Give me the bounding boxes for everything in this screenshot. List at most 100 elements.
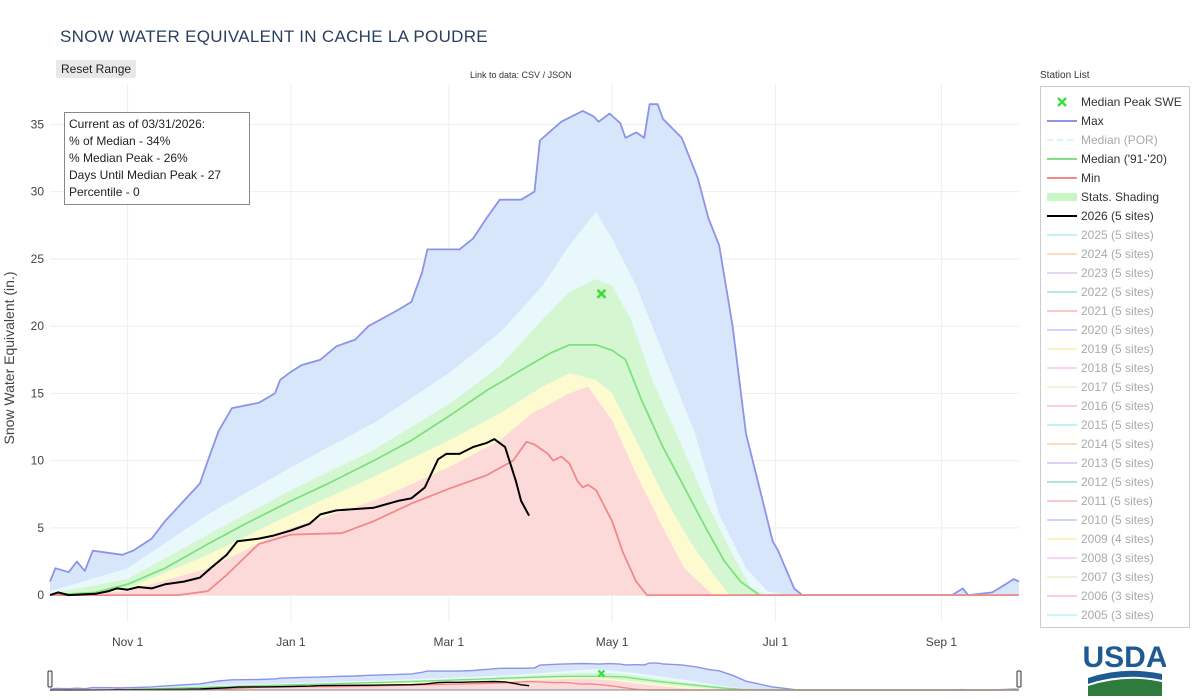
y-tick-label: 35 (31, 117, 45, 131)
legend-item[interactable]: 2015 (5 sites) (1041, 416, 1191, 435)
legend-symbol (1047, 367, 1077, 369)
legend-label: 2013 (5 sites) (1081, 456, 1154, 470)
legend-symbol (1047, 519, 1077, 521)
legend-item[interactable]: 2024 (5 sites) (1041, 245, 1191, 264)
range-slider-line (49, 662, 1020, 691)
legend-label: 2026 (5 sites) (1081, 209, 1154, 223)
legend-symbol (1047, 443, 1077, 445)
x-tick-label: Mar 1 (433, 635, 464, 649)
legend-item[interactable]: 2020 (5 sites) (1041, 321, 1191, 340)
legend-item[interactable]: 2007 (3 sites) (1041, 568, 1191, 587)
legend-item[interactable]: 2012 (5 sites) (1041, 473, 1191, 492)
range-slider-peak-marker (597, 669, 606, 678)
legend-symbol (1047, 215, 1077, 217)
shading-band-band_red (50, 386, 1019, 596)
legend-label: 2015 (5 sites) (1081, 418, 1154, 432)
y-tick-label: 25 (31, 252, 45, 266)
legend-item[interactable]: Max (1041, 112, 1191, 131)
legend-label: 2021 (5 sites) (1081, 304, 1154, 318)
reset-range-button[interactable]: Reset Range (56, 60, 137, 78)
legend-label: 2011 (5 sites) (1081, 494, 1153, 508)
legend-label: 2019 (5 sites) (1081, 342, 1154, 356)
legend-symbol (1047, 557, 1077, 559)
legend-item[interactable]: 2006 (3 sites) (1041, 587, 1191, 606)
legend-label: 2014 (5 sites) (1081, 437, 1154, 451)
legend-symbol (1047, 193, 1077, 201)
y-tick-label: 10 (31, 454, 45, 468)
legend-item[interactable]: 2013 (5 sites) (1041, 454, 1191, 473)
legend-item[interactable]: Median Peak SWE (1041, 93, 1191, 112)
y-tick-label: 15 (31, 386, 45, 400)
x-tick-label: Jan 1 (276, 635, 306, 649)
legend-item[interactable]: 2016 (5 sites) (1041, 397, 1191, 416)
legend-symbol (1047, 139, 1077, 141)
legend-symbol (1047, 424, 1077, 426)
legend-item[interactable]: 2021 (5 sites) (1041, 302, 1191, 321)
series-line-min (50, 440, 1019, 596)
legend-item[interactable]: 2014 (5 sites) (1041, 435, 1191, 454)
legend-label: 2016 (5 sites) (1081, 399, 1154, 413)
legend-item[interactable]: 2019 (5 sites) (1041, 340, 1191, 359)
legend-item[interactable]: 2005 (3 sites) (1041, 606, 1191, 625)
legend-symbol (1047, 538, 1077, 540)
legend-item[interactable]: Median (POR) (1041, 131, 1191, 150)
legend-symbol (1047, 120, 1077, 122)
legend-label: 2012 (5 sites) (1081, 475, 1154, 489)
range-slider-handle[interactable] (47, 670, 53, 688)
legend-item[interactable]: 2009 (4 sites) (1041, 530, 1191, 549)
legend-label: Median ('91-'20) (1081, 152, 1167, 166)
x-tick-label: Nov 1 (112, 635, 144, 649)
legend-label: Min (1081, 171, 1101, 185)
y-tick-label: 0 (37, 588, 44, 602)
legend-label: 2007 (3 sites) (1081, 570, 1154, 584)
x-tick-label: Jul 1 (763, 635, 789, 649)
x-tick-label: Sep 1 (926, 635, 958, 649)
data-link: Link to data: CSV / JSON (470, 70, 572, 80)
legend-item[interactable]: 2023 (5 sites) (1041, 264, 1191, 283)
range-slider-handle[interactable] (1016, 670, 1022, 688)
shading-bands (50, 104, 1019, 596)
legend-label: Median Peak SWE (1081, 95, 1182, 109)
legend-symbol (1047, 329, 1077, 331)
csv-link[interactable]: CSV (521, 70, 541, 80)
info-line: Days Until Median Peak - 27 (69, 168, 222, 182)
legend-item[interactable]: 2008 (3 sites) (1041, 549, 1191, 568)
legend-symbol (1047, 291, 1077, 293)
legend-symbol (1047, 614, 1077, 616)
y-tick-label: 30 (31, 185, 45, 199)
legend-symbol (1047, 595, 1077, 597)
y-tick-label: 20 (31, 319, 45, 333)
series-line-current (49, 438, 530, 597)
legend-item[interactable]: Stats. Shading (1041, 188, 1191, 207)
legend-item[interactable]: 2026 (5 sites) (1041, 207, 1191, 226)
range-slider[interactable] (47, 662, 1022, 691)
legend-item[interactable]: 2010 (5 sites) (1041, 511, 1191, 530)
legend-label: 2005 (3 sites) (1081, 608, 1154, 622)
legend-symbol (1047, 177, 1077, 179)
legend-item[interactable]: 2017 (5 sites) (1041, 378, 1191, 397)
legend-symbol (1047, 272, 1077, 274)
series-line-median (49, 344, 1019, 596)
series-lines (49, 103, 1020, 597)
info-line: Percentile - 0 (69, 185, 140, 199)
legend-item[interactable]: 2018 (5 sites) (1041, 359, 1191, 378)
series-line-max (49, 103, 1020, 596)
data-link-prefix: Link to data: (470, 70, 522, 80)
legend-item[interactable]: 2022 (5 sites) (1041, 283, 1191, 302)
median-peak-marker (596, 288, 607, 299)
current-status-box: Current as of 03/31/2026: % of Median - … (64, 112, 250, 205)
legend-label: 2024 (5 sites) (1081, 247, 1154, 261)
chart-title: SNOW WATER EQUIVALENT IN CACHE LA POUDRE (60, 27, 488, 46)
legend-symbol (1047, 576, 1077, 578)
legend-symbol (1047, 158, 1077, 160)
legend: Median Peak SWE Max Median (POR) Median ('9… (1040, 86, 1190, 628)
legend-item[interactable]: 2025 (5 sites) (1041, 226, 1191, 245)
legend-item[interactable]: Median ('91-'20) (1041, 150, 1191, 169)
legend-symbol (1057, 97, 1067, 107)
station-list-label[interactable]: Station List (1040, 70, 1090, 81)
legend-item[interactable]: 2011 (5 sites) (1041, 492, 1191, 511)
legend-symbol (1047, 348, 1077, 350)
legend-item[interactable]: Min (1041, 169, 1191, 188)
json-link[interactable]: JSON (547, 70, 572, 80)
